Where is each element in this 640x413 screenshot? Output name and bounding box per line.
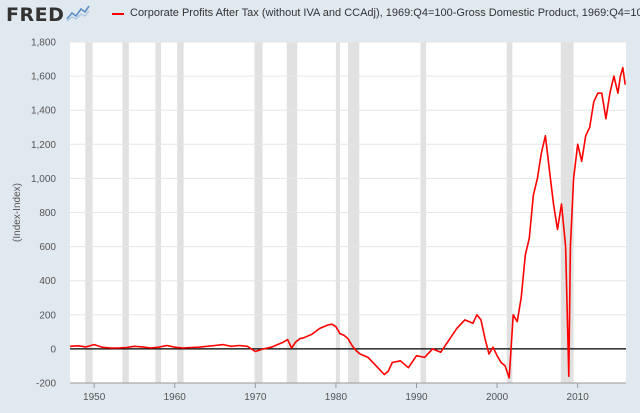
x-tick-label: 2010: [567, 392, 590, 403]
x-tick-label: 1990: [405, 392, 428, 403]
legend-label: Corporate Profits After Tax (without IVA…: [130, 7, 640, 19]
y-tick-label: 1,600: [31, 72, 56, 83]
y-tick-label: 1,400: [31, 106, 56, 117]
fred-logo[interactable]: FRED: [6, 4, 65, 26]
y-tick-label: 1,800: [31, 38, 56, 49]
y-tick-label: 400: [39, 276, 56, 287]
y-tick-label: 0: [50, 344, 56, 355]
y-tick-label: 800: [39, 208, 56, 219]
y-axis-title: (Index-Index): [12, 183, 23, 242]
legend-swatch: [112, 13, 124, 15]
x-tick-label: 1960: [164, 392, 187, 403]
series-line: [69, 66, 626, 379]
x-tick-label: 2000: [486, 392, 509, 403]
chart-header: FRED Corporate Profits After Tax (withou…: [0, 0, 640, 34]
y-tick-label: 200: [39, 310, 56, 321]
x-tick-label: 1950: [83, 392, 106, 403]
y-tick-label: 1,200: [31, 140, 56, 151]
line-chart: -200 0 200 400 600 800 1,000 1,200 1,400 1,600 1,8…: [12, 38, 626, 403]
x-tick-label: 1980: [325, 392, 348, 403]
y-tick-label: 1,000: [31, 174, 56, 185]
x-tick-label: 1970: [244, 392, 267, 403]
y-tick-label: 600: [39, 242, 56, 253]
y-tick-label: -200: [36, 379, 56, 390]
fred-graph-icon: [66, 4, 90, 22]
